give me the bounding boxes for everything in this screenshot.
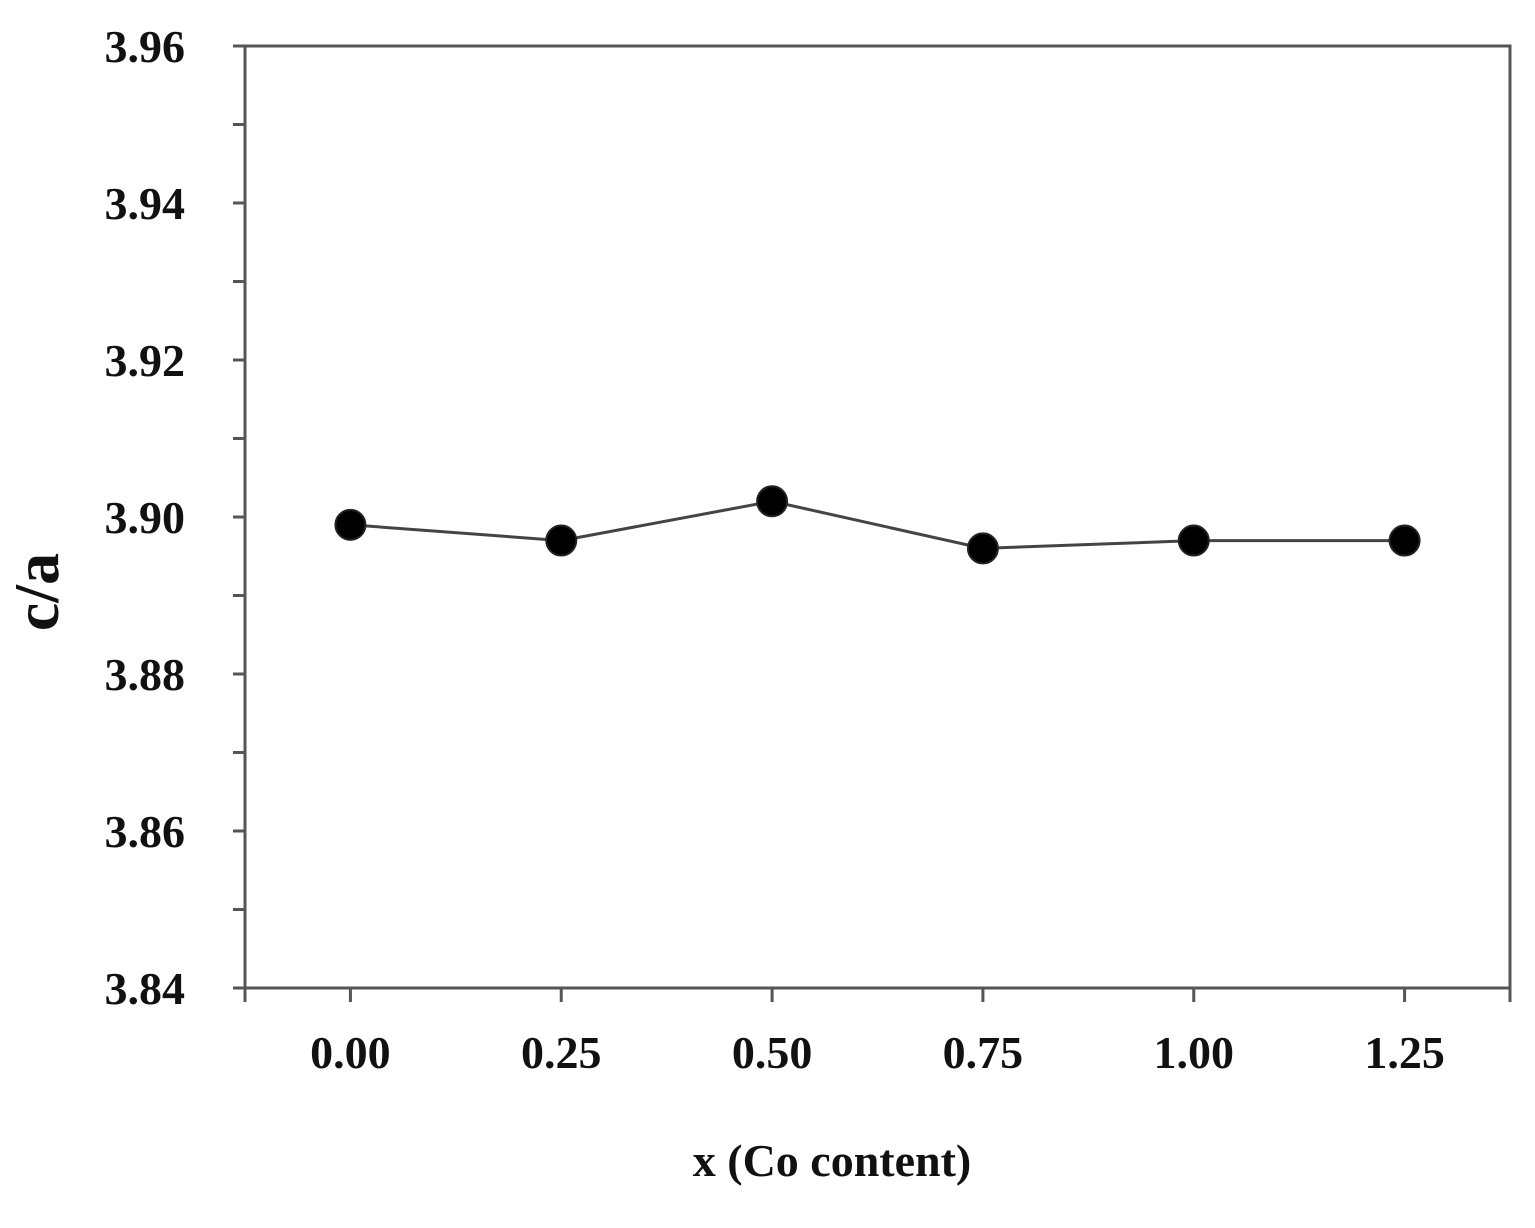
y-tick-label: 3.94 — [105, 178, 186, 229]
y-minor-ticks — [233, 123, 245, 911]
y-tick-label: 3.92 — [105, 335, 186, 386]
data-point — [1388, 524, 1421, 557]
data-point — [334, 508, 367, 541]
x-tick-label: 0.25 — [521, 1027, 602, 1078]
y-tick-label: 3.84 — [105, 963, 186, 1014]
x-tick-label: 0.50 — [732, 1027, 813, 1078]
y-tick-label: 3.88 — [105, 649, 186, 700]
x-tick-label: 1.00 — [1154, 1027, 1235, 1078]
x-axis-title: x (Co content) — [693, 1135, 972, 1186]
data-point — [756, 485, 789, 518]
data-point — [545, 524, 578, 557]
y-tick-labels: 3.84 3.86 3.88 3.90 3.92 3.94 3.96 — [105, 21, 245, 1014]
data-points — [334, 485, 1421, 565]
y-tick-label: 3.90 — [105, 492, 186, 543]
x-tick-label: 1.25 — [1364, 1027, 1445, 1078]
series-line — [350, 499, 1405, 550]
x-tick-labels: 0.00 0.25 0.50 0.75 1.00 1.25 — [310, 1027, 1445, 1078]
x-tick-label: 0.75 — [943, 1027, 1024, 1078]
x-tick-label: 0.00 — [310, 1027, 391, 1078]
y-tick-label: 3.86 — [105, 806, 186, 857]
plot-frame — [243, 44, 1512, 990]
data-point — [1177, 524, 1210, 557]
y-axis-title: c/a — [1, 553, 72, 631]
x-ticks — [243, 988, 1512, 1002]
data-point — [966, 532, 999, 565]
y-tick-label: 3.96 — [105, 21, 186, 72]
